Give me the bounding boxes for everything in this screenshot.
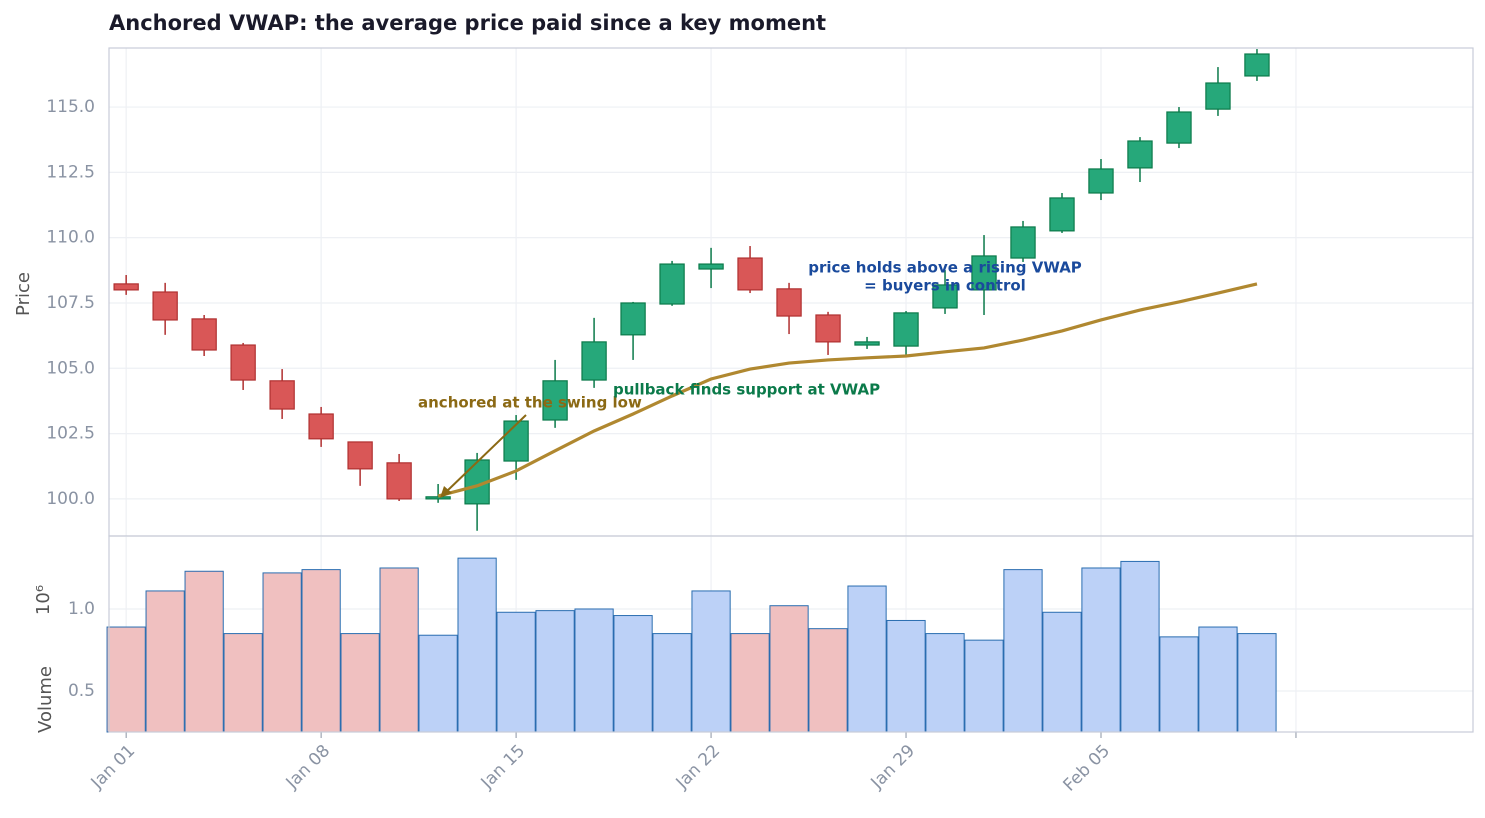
x-tick-label: Jan 08	[282, 741, 335, 794]
volume-bar	[847, 585, 887, 733]
volume-bar	[1003, 569, 1043, 733]
candle-body	[854, 341, 880, 346]
annotation: anchored at the swing low	[418, 394, 642, 412]
annotation: = buyers in control	[864, 277, 1026, 295]
x-tick-label: Jan 01	[87, 741, 140, 794]
y-tick-label: 102.5	[46, 424, 95, 444]
candle-body	[542, 380, 568, 421]
candle-body	[698, 263, 724, 270]
volume-bar	[184, 570, 224, 733]
annotation: pullback finds support at VWAP	[613, 381, 880, 399]
offset-label: 10⁶	[33, 585, 54, 615]
candle-body	[971, 255, 997, 291]
candle-body	[425, 496, 451, 500]
volume-bar	[691, 590, 731, 733]
volume-bar	[379, 567, 419, 733]
volume-bar	[262, 572, 302, 733]
candle-body	[269, 380, 295, 410]
candle-body	[1088, 168, 1114, 194]
candle-body	[776, 288, 802, 317]
volume-bar	[1159, 636, 1199, 733]
volume-bar	[496, 611, 536, 733]
y-tick-label: 112.5	[46, 162, 95, 182]
volume-bar	[340, 633, 380, 733]
volume-bar	[964, 639, 1004, 733]
candle-body	[737, 257, 763, 291]
candle-body	[659, 263, 685, 305]
panel-frame	[108, 535, 1474, 733]
volume-bar	[301, 569, 341, 733]
volume-bar	[730, 633, 770, 733]
y-tick-label: 1.0	[68, 599, 95, 619]
volume-bar	[418, 634, 458, 733]
candle-body	[230, 344, 256, 381]
y-tick-label: 105.0	[46, 358, 95, 378]
volume-bar	[1042, 611, 1082, 733]
volume-bar	[1120, 560, 1160, 733]
x-tick-label: Jan 29	[867, 741, 920, 794]
candle-body	[893, 312, 919, 347]
x-tick-label: Jan 22	[672, 741, 725, 794]
candle-body	[1166, 111, 1192, 144]
y-tick-label: 100.0	[46, 489, 95, 509]
y-tick-label: 0.5	[68, 681, 95, 701]
volume-bar	[535, 610, 575, 733]
volume-bar	[223, 633, 263, 733]
volume-bar	[574, 608, 614, 733]
chart-title: Anchored VWAP: the average price paid si…	[109, 11, 826, 35]
candle-body	[815, 314, 841, 343]
candle-body	[1127, 140, 1153, 169]
annotation-arrowhead	[440, 486, 452, 498]
candle-body	[1049, 197, 1075, 232]
candle-body	[620, 302, 646, 336]
volume-bar	[106, 626, 146, 733]
candle-body	[347, 441, 373, 470]
annotation-arrow	[445, 414, 527, 493]
candle-body	[152, 291, 178, 321]
x-tick-label: Feb 05	[1060, 741, 1115, 796]
volume-bar	[1198, 626, 1238, 733]
candle-body	[1010, 226, 1036, 259]
candle-body	[1205, 82, 1231, 110]
annotation: price holds above a rising VWAP	[808, 259, 1082, 277]
volume-bar	[613, 615, 653, 733]
volume-bar	[145, 590, 185, 733]
volume-bar	[457, 557, 497, 733]
candle-body	[581, 341, 607, 381]
x-tick-label: Jan 15	[477, 741, 530, 794]
volume-bar	[652, 633, 692, 733]
candle-body	[308, 413, 334, 440]
candle-body	[386, 462, 412, 500]
volume-bar	[1081, 567, 1121, 733]
volume-bar	[925, 633, 965, 733]
candle-body	[113, 283, 139, 291]
candle-body	[932, 284, 958, 309]
y-tick-label: 115.0	[46, 97, 95, 117]
y-axis-label: Price	[13, 272, 34, 316]
candle-body	[1244, 53, 1270, 77]
volume-bar	[769, 605, 809, 733]
volume-bar	[808, 628, 848, 733]
volume-bar	[886, 619, 926, 733]
candle-body	[191, 318, 217, 351]
volume-bar	[1237, 633, 1277, 733]
vwap-line	[437, 282, 1258, 498]
y-tick-label: 107.5	[46, 293, 95, 313]
y-tick-label: 110.0	[46, 228, 95, 248]
y-axis-label: Volume	[35, 666, 56, 733]
candle-body	[503, 420, 529, 462]
